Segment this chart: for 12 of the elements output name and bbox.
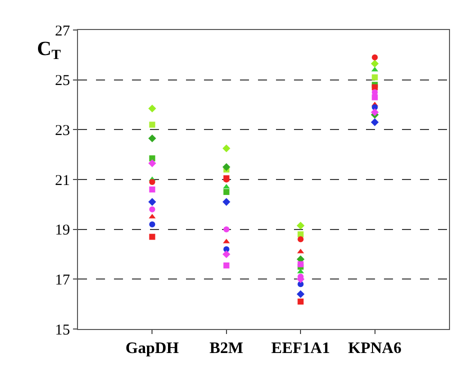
y-axis-title: C$_{T}$ <box>37 38 62 64</box>
y-tick-label: 17 <box>55 272 70 288</box>
y-tick-label: 19 <box>55 222 70 239</box>
y-tick-label: 15 <box>55 322 70 338</box>
x-tick-label: KPNA6 <box>348 340 402 358</box>
y-tick-label: 27 <box>55 23 70 40</box>
y-tick-label: 21 <box>55 172 70 189</box>
x-tick-label: B2M <box>210 340 244 358</box>
x-tick-label: GapDH <box>126 340 180 358</box>
y-tick-label: 25 <box>55 73 70 90</box>
x-tick-label: EEF1A1 <box>271 340 330 358</box>
y-tick-label: 23 <box>55 122 70 139</box>
